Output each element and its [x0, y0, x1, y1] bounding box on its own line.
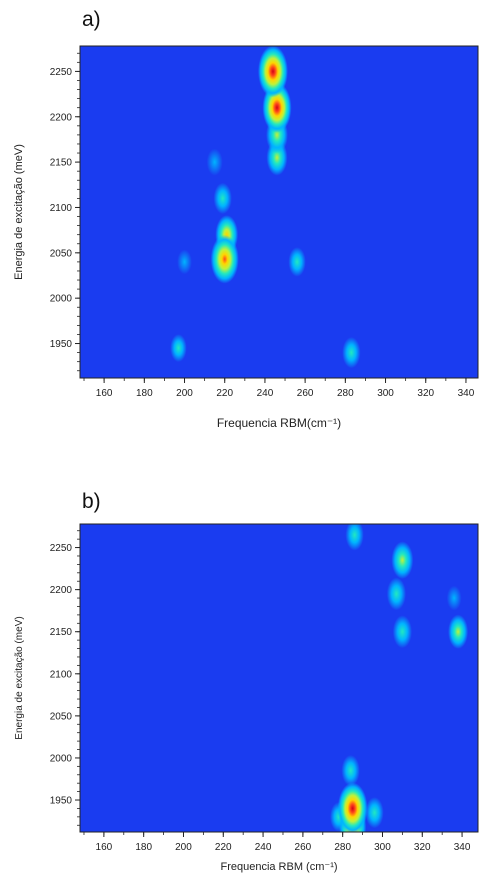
heatmap-peak: [448, 614, 469, 649]
heatmap-peak: [365, 797, 384, 829]
x-axis-title: Frequencia RBM(cm⁻¹): [217, 416, 341, 430]
plot-frame-0: [79, 45, 479, 379]
heatmap-peak: [392, 615, 412, 649]
x-tick-label: 220: [215, 842, 232, 853]
heatmap-peak: [337, 782, 368, 832]
y-tick-label: 2150: [50, 627, 73, 638]
x-tick-label: 160: [96, 388, 113, 399]
plot-area-1: [80, 524, 478, 832]
x-tick-label: 240: [257, 388, 274, 399]
y-axis-title: Energia de excitação (meV): [13, 144, 25, 280]
plot-frame-1: [79, 523, 479, 833]
y-tick-label: 2200: [50, 112, 73, 123]
x-tick-label: 260: [295, 842, 312, 853]
panel-b-label: b): [82, 490, 101, 513]
heatmap-peak: [177, 249, 192, 275]
y-tick-label: 2150: [50, 158, 73, 169]
heatmap-peak: [391, 541, 414, 579]
heatmap-peak: [386, 577, 407, 611]
heatmap-peak: [288, 247, 306, 277]
x-tick-label: 180: [136, 388, 153, 399]
heatmap-peak: [170, 334, 187, 363]
x-tick-label: 300: [377, 388, 394, 399]
x-axis-title: Frequencia RBM (cm⁻¹): [220, 861, 337, 873]
x-tick-label: 240: [255, 842, 272, 853]
heatmap-peak: [341, 754, 360, 787]
y-tick-label: 2000: [50, 753, 73, 764]
y-tick-label: 2250: [50, 543, 73, 554]
y-tick-label: 2050: [50, 248, 73, 259]
x-tick-label: 280: [334, 842, 351, 853]
y-tick-label: 2100: [50, 669, 73, 680]
heatmap-peak: [345, 524, 364, 551]
heatmap-peaks-0: [170, 46, 361, 369]
x-tick-label: 300: [374, 842, 391, 853]
y-tick-label: 2250: [50, 67, 73, 78]
y-tick-label: 2200: [50, 585, 73, 596]
x-tick-label: 340: [454, 842, 471, 853]
x-tick-label: 320: [414, 842, 431, 853]
x-tick-label: 200: [175, 842, 192, 853]
x-tick-label: 220: [216, 388, 233, 399]
y-tick-label: 1950: [50, 796, 73, 807]
heatmap-peak: [342, 337, 361, 369]
heatmap-peak: [446, 585, 462, 611]
x-tick-label: 340: [458, 388, 475, 399]
x-tick-label: 320: [417, 388, 434, 399]
heatmap-peak: [213, 182, 232, 214]
heatmap-peak: [257, 46, 288, 98]
x-tick-label: 200: [176, 388, 193, 399]
y-tick-label: 2000: [50, 294, 73, 305]
y-tick-label: 1950: [50, 339, 73, 350]
x-tick-label: 160: [96, 842, 113, 853]
heatmap-peak: [210, 234, 239, 284]
y-tick-label: 2100: [50, 203, 73, 214]
x-tick-label: 180: [135, 842, 152, 853]
y-tick-label: 2050: [50, 711, 73, 722]
x-tick-label: 280: [337, 388, 354, 399]
panel-a-label: a): [82, 8, 101, 31]
x-tick-label: 260: [297, 388, 314, 399]
heatmap-peak: [206, 148, 223, 176]
heatmap-peaks-1: [330, 524, 469, 832]
y-axis-title: Energia de excitação (meV): [14, 616, 25, 739]
